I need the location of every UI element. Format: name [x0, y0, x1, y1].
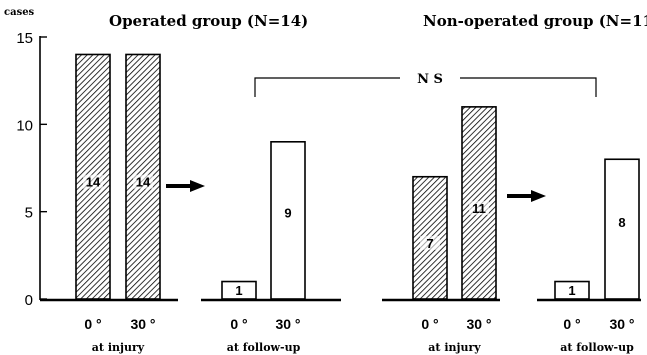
x-category-label: 30 ° — [130, 316, 155, 332]
x-category-label: 30 ° — [609, 316, 634, 332]
period-label: at follow-up — [560, 341, 634, 354]
value-label: 9 — [284, 206, 291, 221]
bar-g0-p1-b1 — [270, 141, 306, 300]
value-label: 11 — [472, 201, 486, 216]
x-category-label: 30 ° — [275, 316, 300, 332]
value-label-bg — [133, 174, 153, 189]
x-category-label: 0 ° — [421, 316, 438, 332]
y-tick-label: 5 — [25, 205, 33, 222]
group-title-operated: Operated group (N=14) — [109, 12, 308, 30]
period-label: at injury — [92, 341, 145, 354]
y-tick-label: 10 — [16, 117, 33, 134]
value-label: 14 — [86, 175, 101, 190]
value-label: 1 — [235, 283, 242, 298]
value-label: 7 — [426, 236, 433, 251]
arrow-icon-operated — [166, 180, 205, 192]
significance-bracket — [254, 77, 597, 97]
bar-g1-p1-b0 — [554, 280, 590, 300]
group-title-non-operated: Non-operated group (N=11) — [423, 12, 647, 30]
bar-g0-p1-b0 — [221, 280, 257, 300]
x-category-label: 0 ° — [84, 316, 101, 332]
significance-label: N S — [417, 72, 443, 87]
value-label: 8 — [618, 215, 625, 230]
bar-g1-p1-b1 — [604, 158, 640, 300]
period-label: at follow-up — [227, 341, 301, 354]
value-label-bg — [469, 200, 489, 215]
value-label-bg — [83, 174, 103, 189]
y-tick-label: 0 — [25, 292, 33, 309]
arrow-icon-non-operated — [507, 190, 546, 202]
y-axis-label: cases — [4, 7, 35, 18]
x-category-label: 0 ° — [230, 316, 247, 332]
value-label: 1 — [568, 283, 575, 298]
value-label-bg — [420, 235, 440, 250]
x-category-label: 0 ° — [563, 316, 580, 332]
x-category-label: 30 ° — [466, 316, 491, 332]
y-tick-label: 15 — [16, 30, 33, 47]
value-label: 14 — [136, 175, 151, 190]
period-label: at injury — [428, 341, 481, 354]
